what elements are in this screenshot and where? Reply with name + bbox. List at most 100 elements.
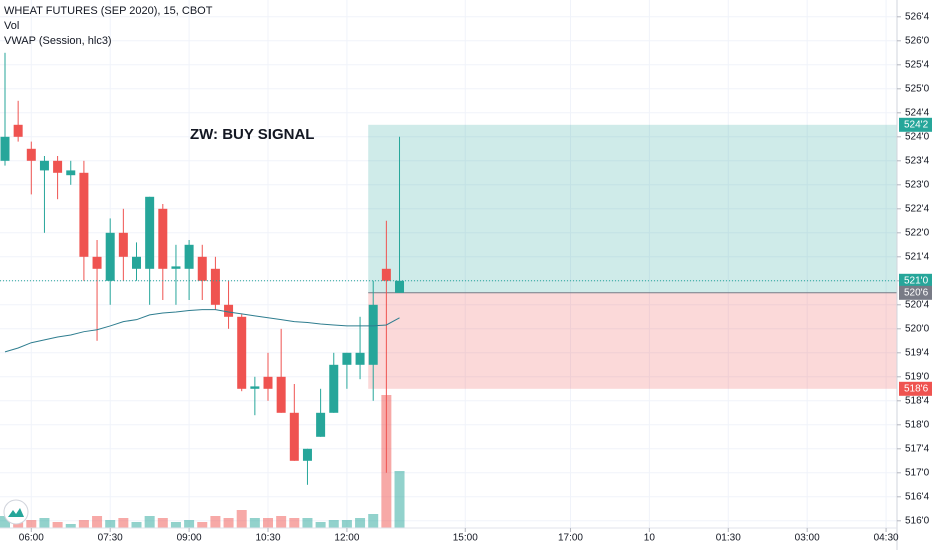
volume-bar — [65, 524, 76, 528]
candle-body — [329, 364, 339, 413]
volume-bar — [170, 522, 181, 528]
y-tick-label: 526'0 — [905, 35, 930, 46]
chart-title: WHEAT FUTURES (SEP 2020), 15, CBOT — [4, 5, 213, 17]
volume-bar — [368, 514, 379, 528]
x-tick-label: 04:30 — [874, 533, 899, 544]
volume-bar — [0, 516, 10, 528]
volume-bar — [39, 518, 50, 528]
volume-bar — [289, 518, 300, 528]
y-tick-label: 519'4 — [905, 347, 930, 358]
y-tick-label: 524'0 — [905, 131, 930, 142]
x-tick-label: 15:00 — [453, 533, 478, 544]
volume-bar — [328, 520, 339, 528]
target-label: 524'2 — [904, 119, 929, 130]
x-tick-label: 06:00 — [19, 533, 44, 544]
y-tick-label: 523'4 — [905, 155, 930, 166]
y-tick-label: 522'4 — [905, 203, 930, 214]
indicator-label: VWAP (Session, hlc3) — [4, 35, 112, 47]
volume — [0, 395, 405, 528]
volume-bar — [118, 518, 129, 528]
y-tick-label: 518'4 — [905, 395, 930, 406]
volume-bar — [105, 520, 116, 528]
candle-body — [79, 172, 89, 257]
candle-body — [237, 316, 247, 389]
y-tick-label: 516'4 — [905, 491, 930, 502]
stop-label-box — [899, 381, 932, 396]
candle-body — [13, 124, 23, 137]
position-tool — [368, 124, 897, 389]
volume-bar — [78, 520, 89, 528]
x-tick-label: 09:00 — [177, 533, 202, 544]
last-price-label: 521'0 — [904, 275, 929, 286]
axes: 526'4 526'0 525'4 525'0 524'4 524'0 523'4 523'0… — [19, 11, 932, 544]
y-tick-label: 520'4 — [905, 299, 930, 310]
stop-label: 518'6 — [904, 383, 929, 394]
x-tick-label: 12:00 — [334, 533, 359, 544]
candle-body — [224, 304, 234, 317]
candle-body — [118, 232, 128, 257]
loss-zone — [368, 292, 897, 389]
candle-body — [302, 448, 312, 461]
volume-bar — [223, 518, 234, 528]
volume-bar — [236, 510, 247, 528]
y-tick-label: 517'0 — [905, 467, 930, 478]
x-tick-label: 01:30 — [716, 533, 741, 544]
candle-body — [289, 412, 299, 461]
candle-body — [381, 268, 391, 281]
volume-bar — [52, 522, 63, 528]
candle-body — [26, 148, 36, 161]
candle-body — [53, 160, 63, 173]
volume-bar — [276, 516, 287, 528]
x-tick-label: 10:30 — [255, 533, 280, 544]
x-tick-label: 17:00 — [558, 533, 583, 544]
volume-bar — [197, 522, 208, 528]
volume-bar — [210, 516, 221, 528]
candle-body — [276, 376, 286, 413]
y-tick-label: 523'0 — [905, 179, 930, 190]
candle-body — [0, 136, 10, 161]
y-tick-label: 520'0 — [905, 323, 930, 334]
candle-body — [145, 196, 155, 269]
y-tick-label: 525'4 — [905, 59, 930, 70]
candle-body — [66, 170, 76, 176]
candle-body — [368, 304, 378, 365]
y-tick-label: 524'4 — [905, 107, 930, 118]
volume-bar — [249, 518, 260, 528]
candle-body — [158, 208, 168, 269]
y-tick-label: 518'0 — [905, 419, 930, 430]
volume-bar — [144, 516, 155, 528]
candle-body — [105, 232, 115, 281]
candle-body — [250, 386, 260, 389]
entry-label: 520'6 — [904, 287, 929, 298]
indicator-label: Vol — [4, 20, 19, 32]
y-tick-label: 517'4 — [905, 443, 930, 454]
y-tick-label: 521'4 — [905, 251, 930, 262]
candles — [0, 52, 897, 485]
volume-bar — [263, 518, 274, 528]
y-tick-label: 516'0 — [905, 515, 930, 526]
volume-bar — [394, 471, 405, 528]
x-tick-label: 03:00 — [795, 533, 820, 544]
candle-body — [132, 256, 142, 269]
entry-label-box — [899, 285, 932, 300]
candle-body — [395, 280, 405, 293]
volume-bar — [315, 522, 326, 528]
candle-body — [210, 268, 220, 305]
volume-bar — [184, 520, 195, 528]
y-tick-label: 525'0 — [905, 83, 930, 94]
profit-zone — [368, 124, 897, 293]
candle-body — [342, 352, 352, 365]
logo — [3, 499, 29, 525]
volume-bar — [157, 518, 168, 528]
annotation: ZW: BUY SIGNAL — [190, 126, 314, 143]
volume-bar — [355, 518, 366, 528]
candle-body — [355, 352, 365, 365]
last-price-label-box — [899, 273, 932, 288]
x-tick-label: 10 — [644, 533, 656, 544]
candle-body — [39, 160, 49, 171]
vwap-line — [4, 309, 400, 353]
volume-bar — [341, 520, 352, 528]
volume-bar — [131, 522, 142, 528]
candle-body — [184, 244, 194, 269]
